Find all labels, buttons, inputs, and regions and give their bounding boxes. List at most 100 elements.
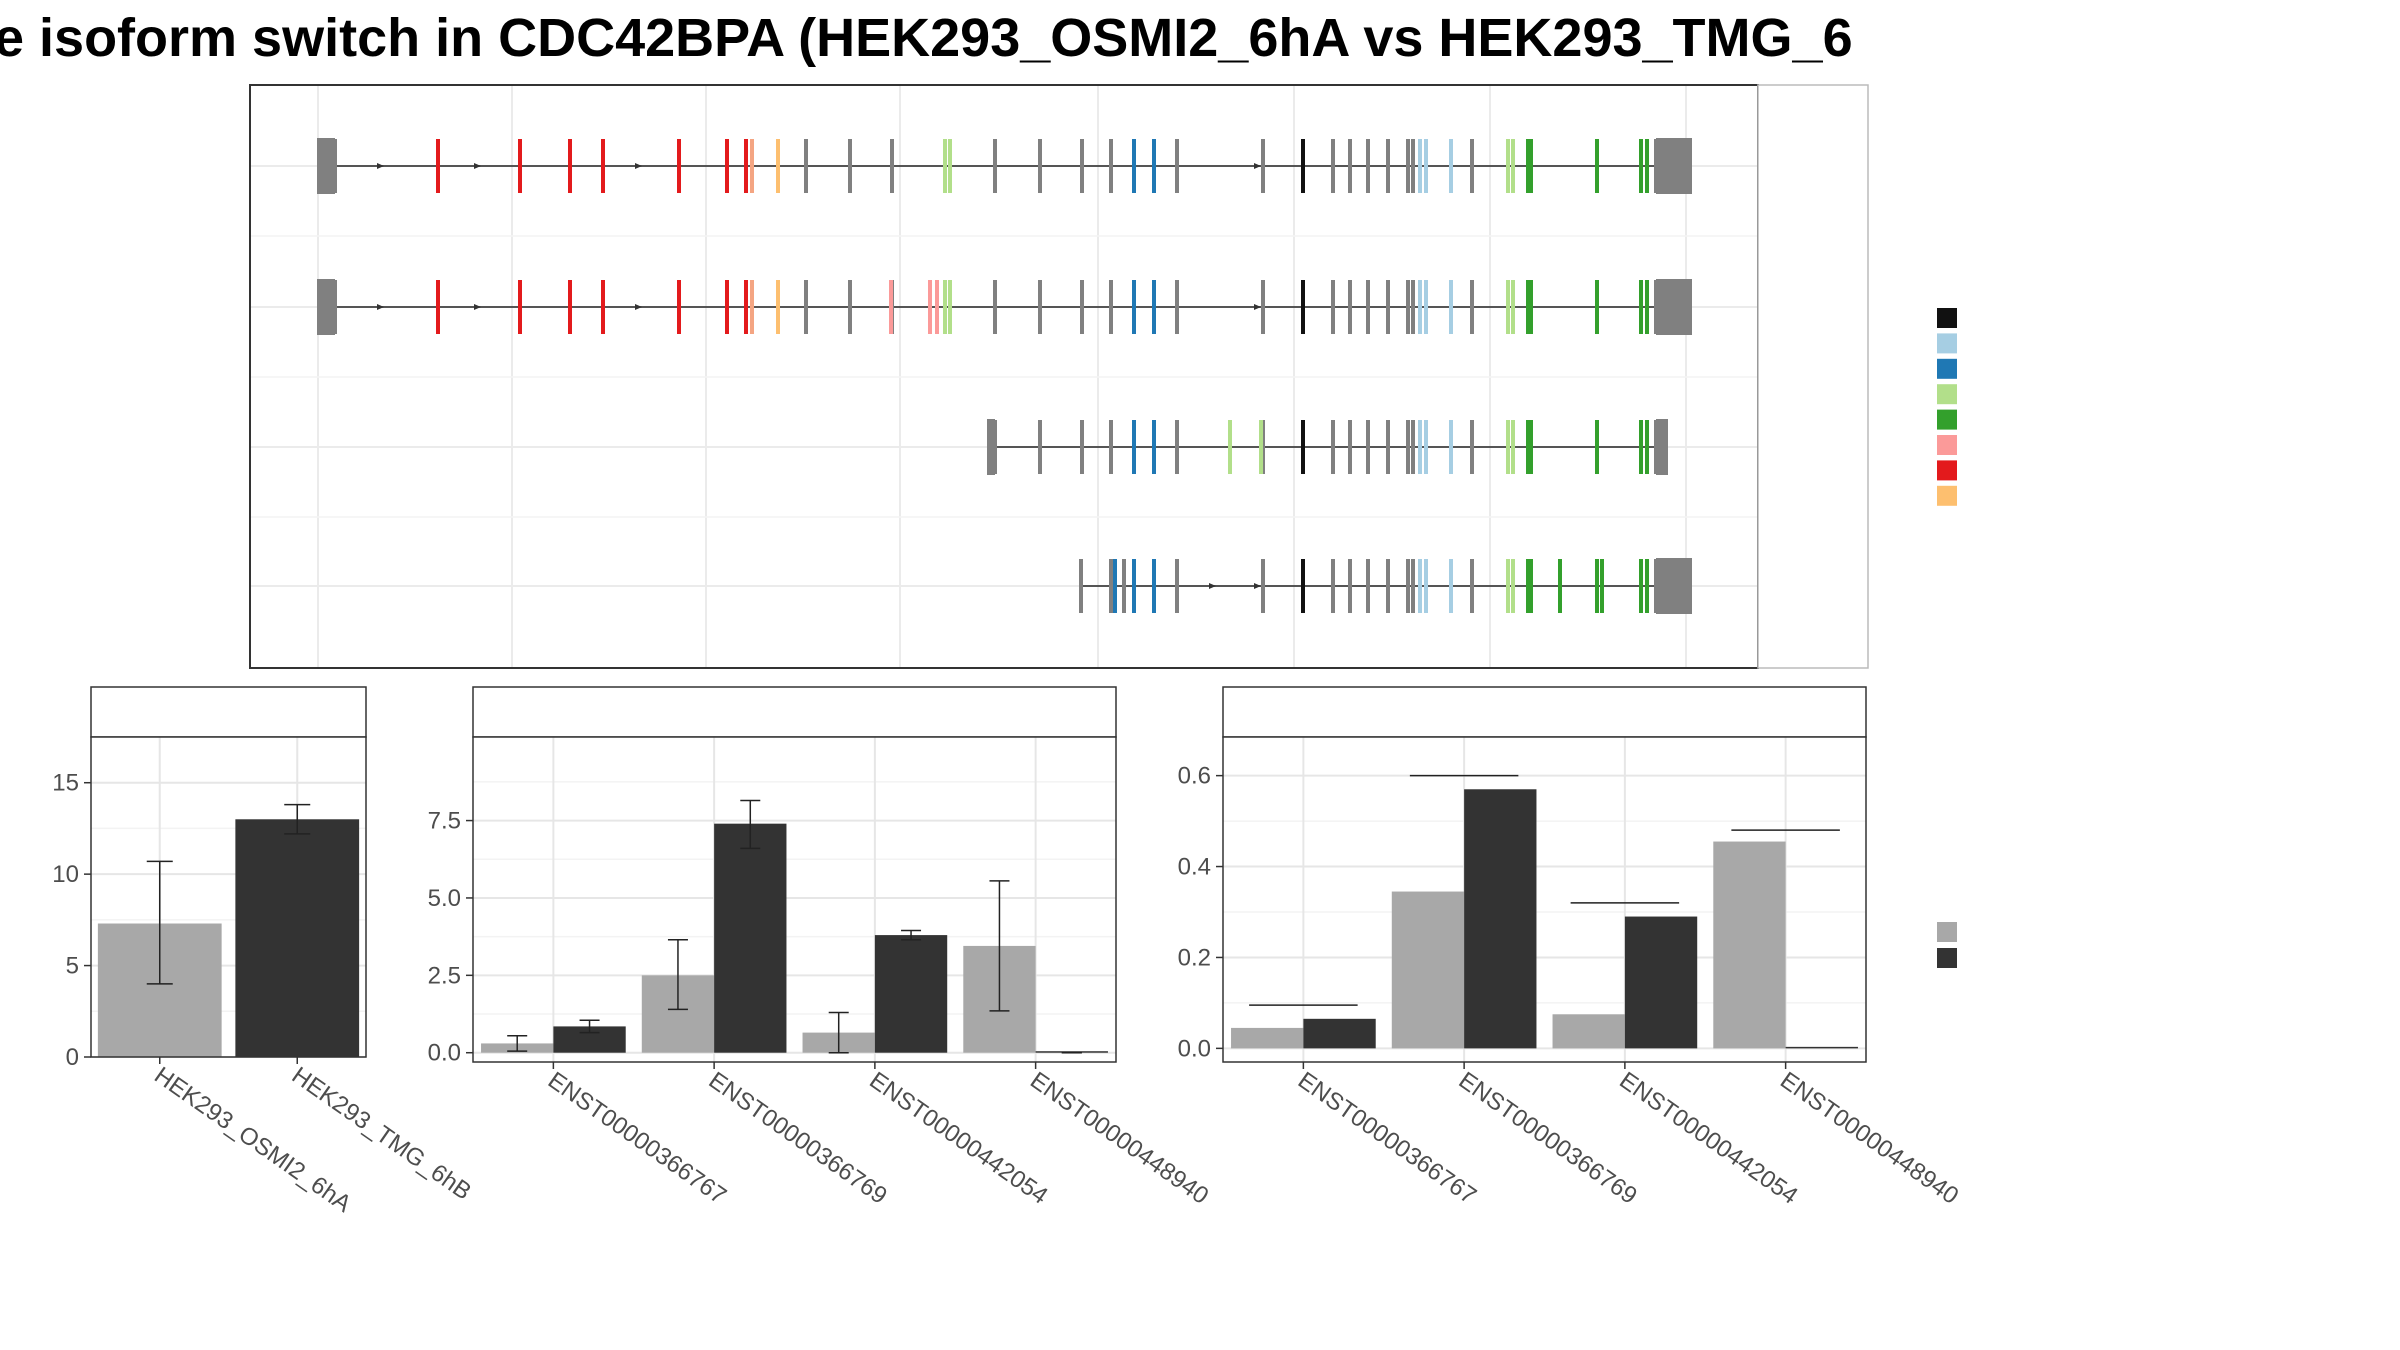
exon bbox=[1470, 420, 1474, 474]
exon bbox=[1175, 420, 1179, 474]
bar bbox=[1713, 841, 1786, 1049]
exon bbox=[1654, 280, 1658, 334]
bar bbox=[1464, 789, 1537, 1049]
exon bbox=[804, 139, 808, 193]
exon bbox=[1301, 420, 1305, 474]
exon bbox=[1175, 559, 1179, 613]
exon bbox=[601, 139, 605, 193]
exon bbox=[1386, 559, 1390, 613]
bar bbox=[1391, 891, 1465, 1049]
y-tick-label: 10 bbox=[52, 861, 79, 888]
condition-legend bbox=[1937, 922, 1957, 968]
x-tick-label: ENST00000366769 bbox=[704, 1067, 892, 1210]
exon bbox=[1600, 559, 1604, 613]
exon bbox=[1152, 139, 1156, 193]
exon bbox=[1228, 420, 1232, 474]
exon bbox=[1529, 280, 1533, 334]
exon bbox=[725, 139, 729, 193]
exon bbox=[1109, 420, 1113, 474]
exon bbox=[1038, 420, 1042, 474]
utr-block bbox=[317, 279, 335, 335]
exon bbox=[1079, 559, 1083, 613]
exon bbox=[1109, 139, 1113, 193]
exon bbox=[1418, 280, 1422, 334]
y-tick-label: 2.5 bbox=[428, 962, 461, 989]
exon bbox=[1366, 280, 1370, 334]
exon bbox=[1595, 420, 1599, 474]
exon bbox=[1301, 139, 1305, 193]
bar bbox=[1231, 1027, 1304, 1049]
exon bbox=[1080, 280, 1084, 334]
exon bbox=[1506, 280, 1510, 334]
exon bbox=[1595, 280, 1599, 334]
exon bbox=[1406, 139, 1410, 193]
exon bbox=[1411, 139, 1415, 193]
utr-block bbox=[987, 419, 995, 475]
strand-arrow bbox=[1254, 304, 1261, 310]
exon bbox=[1654, 420, 1658, 474]
plot-border bbox=[90, 736, 367, 1058]
exon bbox=[1132, 280, 1136, 334]
exon bbox=[1301, 559, 1305, 613]
exon bbox=[1526, 280, 1530, 334]
exon bbox=[333, 280, 337, 334]
exon bbox=[333, 139, 337, 193]
x-tick-label: ENST00000448940 bbox=[1025, 1067, 1213, 1210]
x-tick-label: ENST00000442054 bbox=[1614, 1067, 1802, 1210]
exon bbox=[725, 280, 729, 334]
legend-swatch bbox=[1937, 922, 1957, 942]
bar bbox=[714, 823, 787, 1053]
exon bbox=[1411, 280, 1415, 334]
exon bbox=[1645, 559, 1649, 613]
exon bbox=[1506, 139, 1510, 193]
exon bbox=[1386, 139, 1390, 193]
exon bbox=[677, 139, 681, 193]
exon bbox=[1526, 420, 1530, 474]
exon bbox=[1424, 420, 1428, 474]
exon bbox=[1558, 559, 1562, 613]
y-tick-label: 0.6 bbox=[1178, 763, 1211, 790]
legend-swatch bbox=[1937, 358, 1957, 379]
exon bbox=[889, 280, 893, 334]
legend-swatch bbox=[1937, 435, 1957, 455]
exon bbox=[804, 280, 808, 334]
exon bbox=[993, 139, 997, 193]
bar bbox=[235, 819, 360, 1057]
strand-arrow bbox=[474, 163, 481, 169]
exon bbox=[1595, 139, 1599, 193]
plot-border bbox=[472, 736, 1117, 1063]
exon bbox=[1366, 139, 1370, 193]
exon bbox=[1175, 139, 1179, 193]
exon bbox=[1109, 559, 1113, 613]
exon bbox=[890, 139, 894, 193]
exon bbox=[1639, 139, 1643, 193]
exon bbox=[1331, 420, 1335, 474]
exon bbox=[776, 280, 780, 334]
exon bbox=[1470, 139, 1474, 193]
x-tick-label: ENST00000366767 bbox=[543, 1067, 731, 1210]
exon bbox=[1529, 559, 1533, 613]
exon bbox=[1348, 559, 1352, 613]
exon bbox=[1526, 139, 1530, 193]
legend-swatch bbox=[1937, 948, 1957, 968]
strand-arrow bbox=[1254, 163, 1261, 169]
exon bbox=[568, 280, 572, 334]
bar bbox=[1303, 1018, 1376, 1049]
exon bbox=[1424, 139, 1428, 193]
exon bbox=[518, 280, 522, 334]
x-tick-label: ENST00000448940 bbox=[1775, 1067, 1963, 1210]
exon bbox=[848, 139, 852, 193]
exon bbox=[1113, 559, 1117, 613]
exon bbox=[1366, 420, 1370, 474]
strand-arrow bbox=[1209, 583, 1216, 589]
exon bbox=[1449, 420, 1453, 474]
domain-legend bbox=[1937, 308, 1957, 506]
exon bbox=[1261, 280, 1265, 334]
exon bbox=[848, 280, 852, 334]
exon bbox=[1511, 559, 1515, 613]
exon bbox=[1109, 280, 1113, 334]
exon bbox=[1386, 280, 1390, 334]
exon bbox=[993, 280, 997, 334]
